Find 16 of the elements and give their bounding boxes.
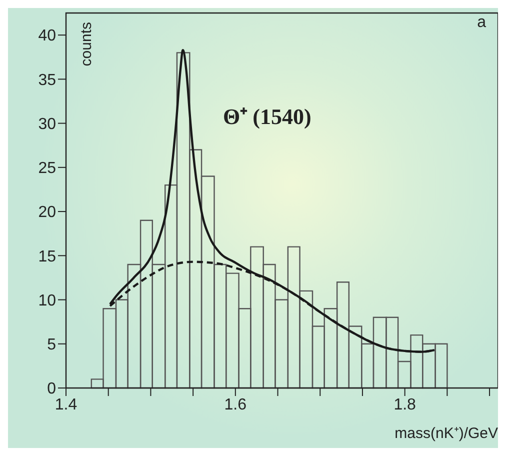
y-tick-label: 40 bbox=[38, 28, 56, 45]
annotation: Θ⁺ (1540) bbox=[223, 103, 312, 130]
y-tick-label: 20 bbox=[38, 204, 56, 222]
y-axis-title: counts bbox=[78, 22, 95, 66]
x-tick-label: 1.4 bbox=[54, 396, 78, 414]
y-tick-label: 15 bbox=[38, 248, 56, 266]
y-tick-label: 35 bbox=[38, 72, 56, 89]
y-tick-label: 5 bbox=[47, 336, 56, 354]
y-tick-label: 25 bbox=[38, 160, 56, 178]
annotation: a bbox=[477, 14, 486, 32]
y-tick-label: 10 bbox=[38, 292, 56, 310]
x-tick-label: 1.6 bbox=[224, 396, 247, 414]
x-axis-title: mass(nK⁺)/GeV bbox=[394, 425, 498, 442]
x-tick-label: 1.8 bbox=[394, 396, 416, 414]
y-tick-label: 0 bbox=[47, 380, 56, 398]
y-tick-label: 30 bbox=[38, 116, 56, 133]
